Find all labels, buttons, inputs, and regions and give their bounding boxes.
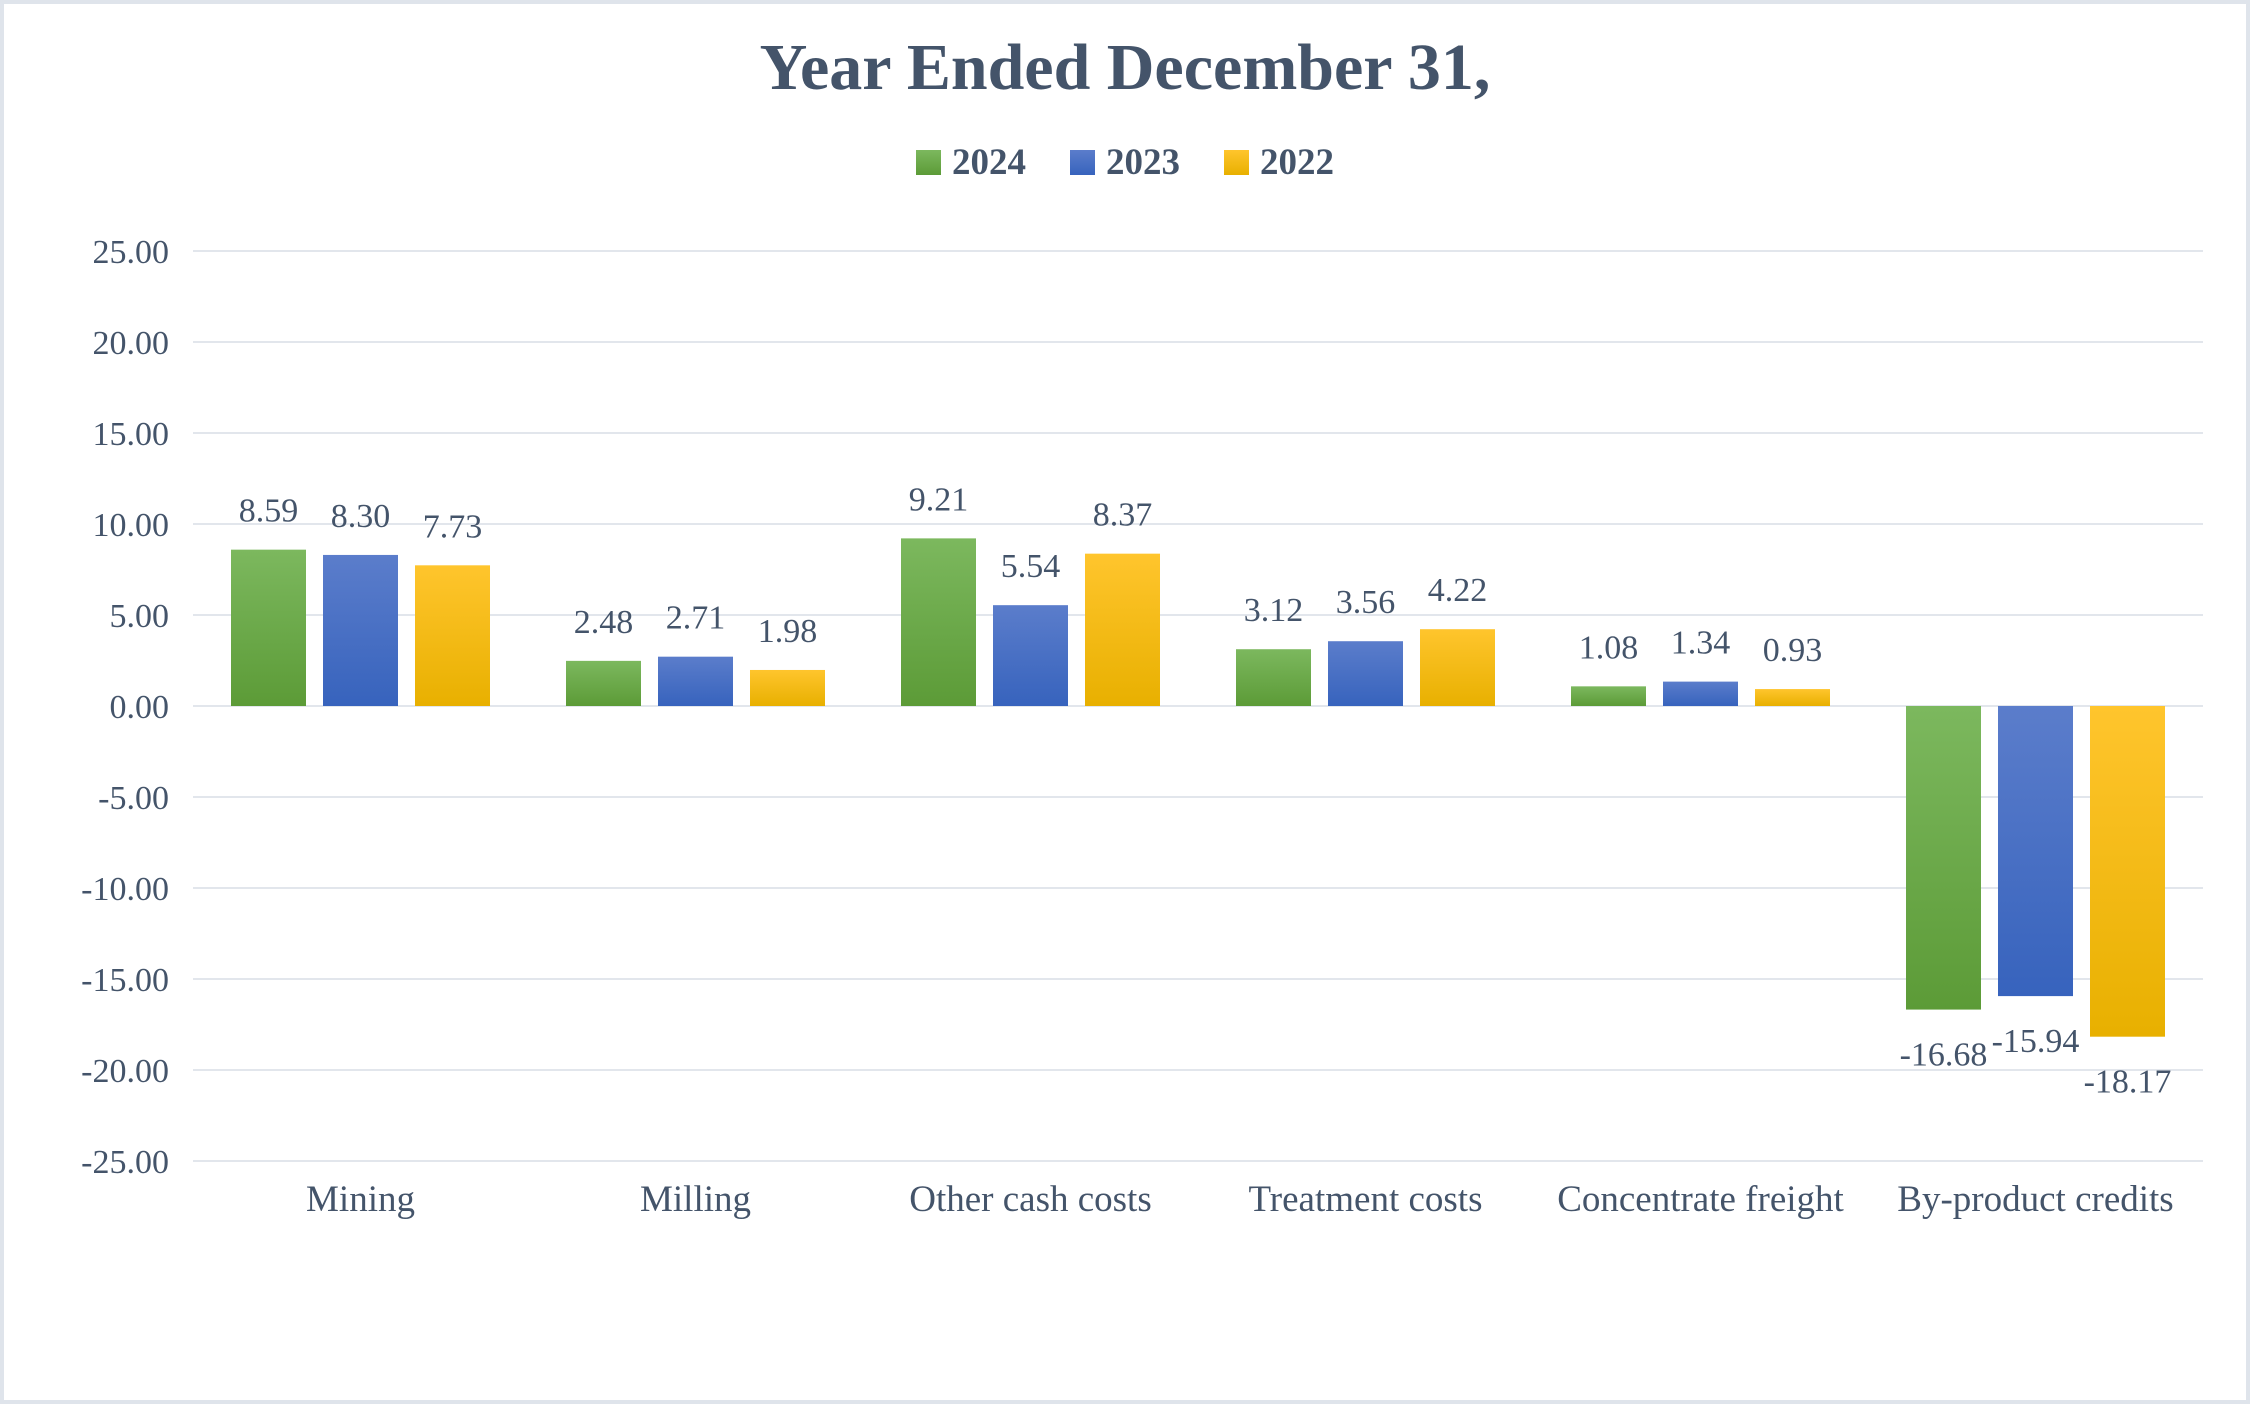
x-axis-category-label: Mining bbox=[306, 1179, 415, 1220]
y-axis-tick-label: 20.00 bbox=[93, 325, 170, 362]
y-axis-tick-label: -10.00 bbox=[81, 871, 169, 908]
bar-value-label: -16.68 bbox=[1900, 1037, 1988, 1074]
bar-2024-mining bbox=[231, 549, 306, 706]
x-axis-category-label: Concentrate freight bbox=[1557, 1179, 1844, 1220]
bar-value-label: 0.93 bbox=[1763, 632, 1823, 669]
bar-value-label: 3.12 bbox=[1244, 592, 1304, 629]
y-axis-tick-label: -5.00 bbox=[98, 780, 169, 817]
bar-2023-mining bbox=[323, 554, 398, 706]
legend-swatch-2022 bbox=[1224, 150, 1249, 175]
bar-2022-by-product-credits bbox=[2090, 706, 2165, 1037]
bar-value-label: 8.37 bbox=[1093, 497, 1153, 534]
legend: 2024 2023 2022 bbox=[4, 144, 2246, 181]
y-axis-tick-label: 5.00 bbox=[110, 598, 170, 635]
bar-2024-treatment-costs bbox=[1236, 649, 1311, 706]
y-axis-tick-label: 0.00 bbox=[110, 689, 170, 726]
x-axis-category-label: By-product credits bbox=[1897, 1179, 2173, 1220]
bar-value-label: 8.30 bbox=[331, 498, 391, 535]
bar-2022-mining bbox=[415, 565, 490, 706]
bar-2023-by-product-credits bbox=[1998, 706, 2073, 997]
bar-2024-by-product-credits bbox=[1906, 706, 1981, 1010]
y-axis-tick-label: 25.00 bbox=[93, 234, 170, 271]
bar-2024-concentrate-freight bbox=[1571, 686, 1646, 706]
legend-label: 2022 bbox=[1260, 142, 1334, 183]
bar-value-label: 2.71 bbox=[666, 600, 726, 637]
bar-2022-other-cash-costs bbox=[1085, 553, 1160, 706]
bar-2023-concentrate-freight bbox=[1663, 681, 1738, 706]
bar-value-label: 1.08 bbox=[1579, 629, 1639, 666]
bar-value-label: 9.21 bbox=[909, 481, 969, 518]
bar-2022-milling bbox=[750, 669, 825, 706]
y-axis-tick-label: -15.00 bbox=[81, 962, 169, 999]
bar-value-label: 7.73 bbox=[423, 508, 483, 545]
chart-title: Year Ended December 31, bbox=[759, 31, 1491, 104]
legend-swatch-2024 bbox=[916, 150, 941, 175]
bar-value-label: 4.22 bbox=[1428, 572, 1488, 609]
bar-2024-milling bbox=[566, 660, 641, 706]
bar-value-label: 1.98 bbox=[758, 613, 818, 650]
legend-item-2022: 2022 bbox=[1224, 144, 1334, 181]
plot-area: 25.00 20.00 15.00 10.00 5.00 0.00 -5.00 -10.00 -… bbox=[81, 234, 2203, 1220]
legend-swatch-2023 bbox=[1070, 150, 1095, 175]
bar-2023-treatment-costs bbox=[1328, 641, 1403, 706]
y-axis-tick-label: 10.00 bbox=[93, 507, 170, 544]
y-axis-tick-label: -25.00 bbox=[81, 1144, 169, 1181]
x-axis-category-label: Treatment costs bbox=[1249, 1179, 1483, 1220]
y-axis-tick-label: -20.00 bbox=[81, 1053, 169, 1090]
bar-value-label: 1.34 bbox=[1671, 625, 1731, 662]
legend-label: 2024 bbox=[952, 142, 1026, 183]
bar-value-label: 5.54 bbox=[1001, 548, 1061, 585]
x-axis-category-label: Other cash costs bbox=[909, 1179, 1152, 1220]
bar-value-label: 8.59 bbox=[239, 493, 299, 530]
bar-2022-treatment-costs bbox=[1420, 629, 1495, 706]
bar-2023-milling bbox=[658, 656, 733, 706]
legend-label: 2023 bbox=[1106, 142, 1180, 183]
bar-value-label: -18.17 bbox=[2084, 1064, 2172, 1101]
bar-value-label: 2.48 bbox=[574, 604, 634, 641]
y-axis-tick-label: 15.00 bbox=[93, 416, 170, 453]
bar-2022-concentrate-freight bbox=[1755, 689, 1830, 706]
bar-2024-other-cash-costs bbox=[901, 538, 976, 706]
x-axis-category-label: Milling bbox=[640, 1179, 751, 1220]
bar-2023-other-cash-costs bbox=[993, 605, 1068, 706]
bar-value-label: 3.56 bbox=[1336, 584, 1396, 621]
legend-item-2024: 2024 bbox=[916, 144, 1026, 181]
bar-value-label: -15.94 bbox=[1992, 1023, 2080, 1060]
legend-item-2023: 2023 bbox=[1070, 144, 1180, 181]
